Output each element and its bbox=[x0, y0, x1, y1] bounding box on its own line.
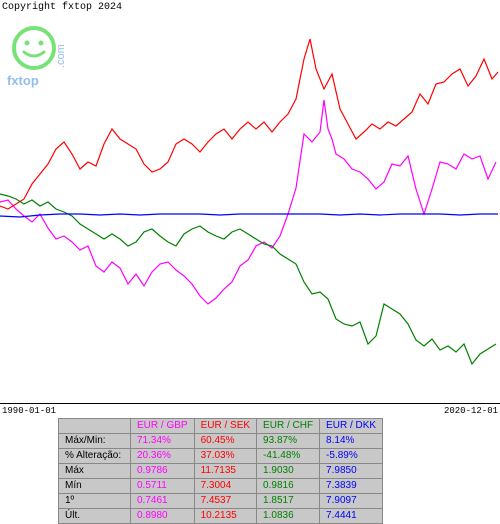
table-row: 1º0.74617.45371.85177.9097 bbox=[59, 494, 383, 509]
data-cell: 93.87% bbox=[257, 434, 320, 449]
currency-chart bbox=[0, 14, 500, 404]
copyright-text: Copyright fxtop 2024 bbox=[2, 2, 122, 13]
data-cell: 7.4441 bbox=[320, 509, 383, 524]
series-line bbox=[0, 39, 498, 209]
data-cell: 0.9786 bbox=[131, 464, 195, 479]
row-label-cell: Máx bbox=[59, 464, 131, 479]
data-cell: 37.03% bbox=[194, 449, 256, 464]
currency-stats-table: EUR / GBPEUR / SEKEUR / CHFEUR / DKKMáx/… bbox=[58, 418, 383, 524]
chart-canvas bbox=[0, 14, 500, 404]
data-cell: 11.7135 bbox=[194, 464, 256, 479]
header-blank-cell bbox=[59, 419, 131, 434]
table-row: Máx0.978611.71351.90307.9850 bbox=[59, 464, 383, 479]
series-line bbox=[0, 214, 498, 217]
data-cell: 7.3004 bbox=[194, 479, 256, 494]
column-header: EUR / CHF bbox=[257, 419, 320, 434]
table-row: % Alteração:20.36%37.03%-41.48%-5.89% bbox=[59, 449, 383, 464]
data-cell: 0.9816 bbox=[257, 479, 320, 494]
data-cell: 10.2135 bbox=[194, 509, 256, 524]
data-cell: 1.8517 bbox=[257, 494, 320, 509]
series-line bbox=[0, 100, 496, 304]
row-label-cell: 1º bbox=[59, 494, 131, 509]
table-row: Últ.0.898010.21351.08367.4441 bbox=[59, 509, 383, 524]
data-cell: 71.34% bbox=[131, 434, 195, 449]
data-cell: 20.36% bbox=[131, 449, 195, 464]
column-header: EUR / DKK bbox=[320, 419, 383, 434]
data-cell: 0.7461 bbox=[131, 494, 195, 509]
row-label-cell: Mín bbox=[59, 479, 131, 494]
table-row: Máx/Min:71.34%60.45%93.87%8.14% bbox=[59, 434, 383, 449]
data-cell: -41.48% bbox=[257, 449, 320, 464]
data-cell: 0.5711 bbox=[131, 479, 195, 494]
data-cell: 7.9097 bbox=[320, 494, 383, 509]
row-label-cell: % Alteração: bbox=[59, 449, 131, 464]
data-cell: 7.9850 bbox=[320, 464, 383, 479]
data-cell: 60.45% bbox=[194, 434, 256, 449]
column-header: EUR / SEK bbox=[194, 419, 256, 434]
table-row: Mín0.57117.30040.98167.3839 bbox=[59, 479, 383, 494]
data-cell: 1.0836 bbox=[257, 509, 320, 524]
data-cell: 7.3839 bbox=[320, 479, 383, 494]
data-cell: 7.4537 bbox=[194, 494, 256, 509]
x-axis-end-date: 2020-12-01 bbox=[444, 406, 498, 416]
data-cell: 8.14% bbox=[320, 434, 383, 449]
data-cell: 1.9030 bbox=[257, 464, 320, 479]
column-header: EUR / GBP bbox=[131, 419, 195, 434]
table-header-row: EUR / GBPEUR / SEKEUR / CHFEUR / DKK bbox=[59, 419, 383, 434]
series-line bbox=[0, 194, 496, 364]
data-cell: 0.8980 bbox=[131, 509, 195, 524]
x-axis-start-date: 1990-01-01 bbox=[2, 406, 56, 416]
row-label-cell: Últ. bbox=[59, 509, 131, 524]
row-label-cell: Máx/Min: bbox=[59, 434, 131, 449]
data-cell: -5.89% bbox=[320, 449, 383, 464]
